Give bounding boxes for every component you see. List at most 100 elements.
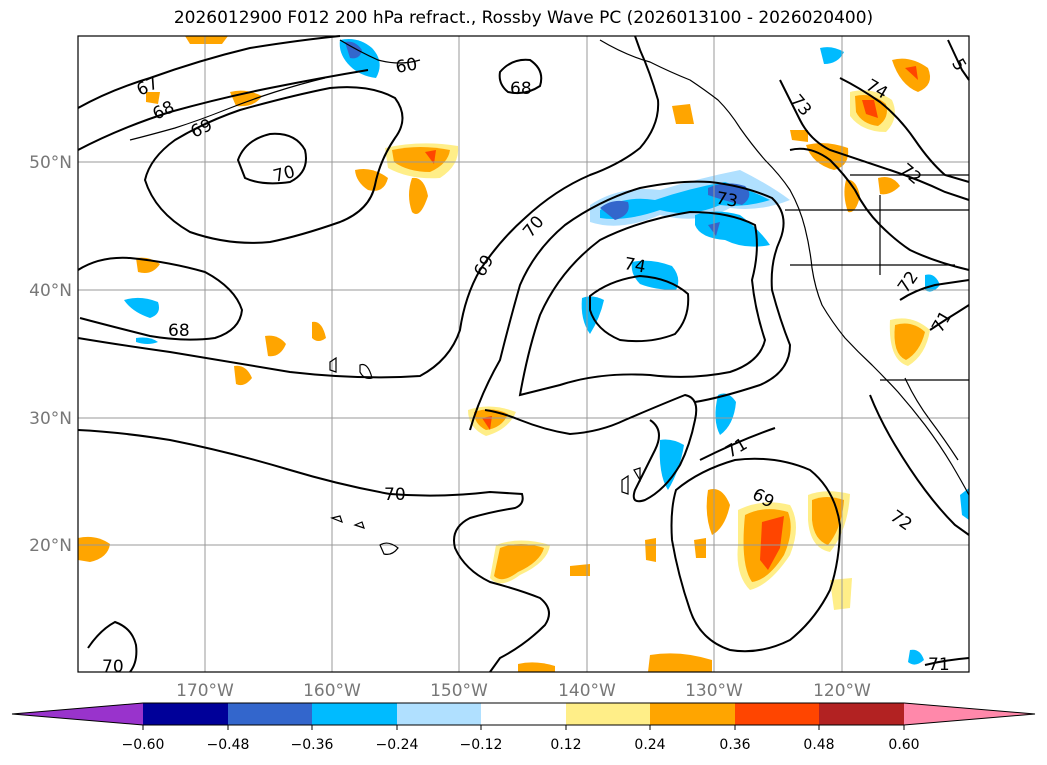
north-america-coastline	[599, 39, 970, 496]
neg-patch-mex	[960, 488, 969, 520]
contour-69-south	[670, 457, 842, 653]
lat-label-20n: 20°N	[29, 536, 72, 556]
contour-67	[77, 35, 341, 109]
pos-patch-mid-south	[706, 489, 730, 535]
colorbar-tick-label: 0.60	[888, 737, 919, 753]
pos-patch-mid-west-3	[234, 365, 252, 386]
lon-label-160w: 160°W	[303, 681, 361, 701]
neg-patch-west-small	[136, 337, 158, 344]
neg-patch-ne	[820, 47, 844, 64]
contour-70-inner	[469, 180, 792, 431]
pos-patch-bottom	[518, 662, 555, 672]
pos-patch-nw-coast	[806, 143, 849, 170]
contour-70-south	[77, 429, 550, 673]
colorbar-bin	[397, 703, 481, 725]
neg-patch-west	[124, 297, 159, 318]
contour-72-se	[869, 394, 970, 536]
lon-label-150w: 150°W	[430, 681, 488, 701]
lon-label-170w: 170°W	[176, 681, 234, 701]
colorbar-bin	[312, 703, 397, 725]
contour-68-north-2	[498, 58, 543, 95]
neg-patch-south	[908, 649, 924, 665]
pos-patch-spot-2	[694, 538, 706, 558]
pos-patch-bottom-2	[648, 653, 712, 672]
pos-patch-hawaii-east-core	[760, 516, 784, 570]
latitude-labels: 50°N 40°N 30°N 20°N	[29, 153, 72, 556]
alaska-coast	[339, 39, 421, 64]
colorbar-extend-min	[12, 703, 143, 725]
contour-label: 68	[168, 321, 190, 341]
pos-patch-nw-coast-2	[790, 130, 808, 142]
colorbar-bin	[566, 703, 650, 725]
colorbar-tick-label: −0.48	[207, 737, 250, 753]
contour-71-loop	[484, 393, 698, 503]
lat-label-50n: 50°N	[29, 153, 72, 173]
contour-70-sw	[87, 620, 138, 673]
pos-patch-top	[185, 36, 228, 44]
colorbar-tick-label: −0.60	[122, 737, 165, 753]
map-title: 2026012900 F012 200 hPa refract., Rossby…	[173, 8, 874, 28]
pos-patch-spot-1	[645, 538, 656, 562]
contour-72-e	[899, 279, 970, 301]
lat-label-40n: 40°N	[29, 281, 72, 301]
colorbar-tick-label: 0.36	[719, 737, 750, 753]
contour-5-ne	[947, 39, 970, 81]
contour-71-se	[924, 657, 970, 666]
positive-patches	[78, 36, 931, 672]
contour-74	[589, 274, 690, 343]
contour-68-west	[77, 256, 244, 341]
pos-patch-mid-west	[265, 335, 286, 357]
pos-patch-subtropic-core	[482, 416, 492, 430]
neg-patch-east-pacific	[631, 260, 679, 290]
colorbar-tick-label: −0.36	[291, 737, 334, 753]
map-frame	[77, 35, 970, 673]
contour-73-ne	[779, 79, 970, 201]
lon-label-140w: 140°W	[558, 681, 616, 701]
lon-label-120w: 120°W	[813, 681, 871, 701]
contour-label: 70	[102, 657, 124, 677]
graticule	[78, 36, 969, 672]
contour-label: 60	[394, 54, 419, 77]
colorbar-tick-label: −0.24	[376, 737, 419, 753]
pos-patch-north-central-core	[425, 150, 436, 164]
pos-patch-spot-3	[830, 578, 852, 610]
contour-69-main	[77, 35, 660, 379]
contour-label: 71	[928, 655, 950, 675]
contour-74-ne	[839, 77, 970, 183]
aleutian-islands	[129, 77, 326, 141]
colorbar-bin	[228, 703, 312, 725]
colorbar-bin	[650, 703, 735, 725]
colorbar-bin	[481, 703, 566, 725]
pos-patch-ne-core	[862, 100, 878, 118]
colorbar: −0.60 −0.48 −0.36 −0.24 −0.12 0.12 0.24 …	[11, 702, 1036, 753]
contour-71-mid	[699, 427, 776, 461]
pos-patch-sw	[78, 536, 110, 562]
pos-patch-spot-4	[570, 564, 590, 576]
hawaiian-islands	[330, 515, 399, 555]
colorbar-bin	[819, 703, 904, 725]
contour-label: 68	[510, 79, 532, 99]
pos-patch-ne-2-core	[905, 66, 918, 80]
pos-patch-south-central-mid	[494, 544, 544, 580]
colorbar-bin	[735, 703, 819, 725]
baja-california	[904, 377, 959, 461]
pacific-islets-2	[621, 467, 641, 495]
pos-patch-inland-2	[878, 177, 900, 195]
colorbar-bin	[143, 703, 228, 725]
contour-69-north	[143, 86, 404, 244]
pos-patch-inland	[844, 179, 860, 213]
pos-patch-strip-2	[355, 169, 388, 191]
pos-patch-ne-2	[892, 58, 931, 92]
contour-label: 73	[714, 188, 739, 211]
pos-patch-nw-2	[146, 92, 160, 104]
contour-label: 70	[384, 485, 406, 505]
pos-patch-socal-mid	[894, 323, 925, 360]
colorbar-ticks	[142, 725, 905, 730]
contour-70-north	[236, 132, 307, 185]
pos-patch-mid-west-2	[312, 321, 326, 341]
colorbar-tick-label: 0.24	[634, 737, 665, 753]
contour-68-north	[77, 69, 369, 151]
contour-label: 74	[623, 254, 648, 277]
neg-patch-subtropic-2	[659, 439, 684, 490]
